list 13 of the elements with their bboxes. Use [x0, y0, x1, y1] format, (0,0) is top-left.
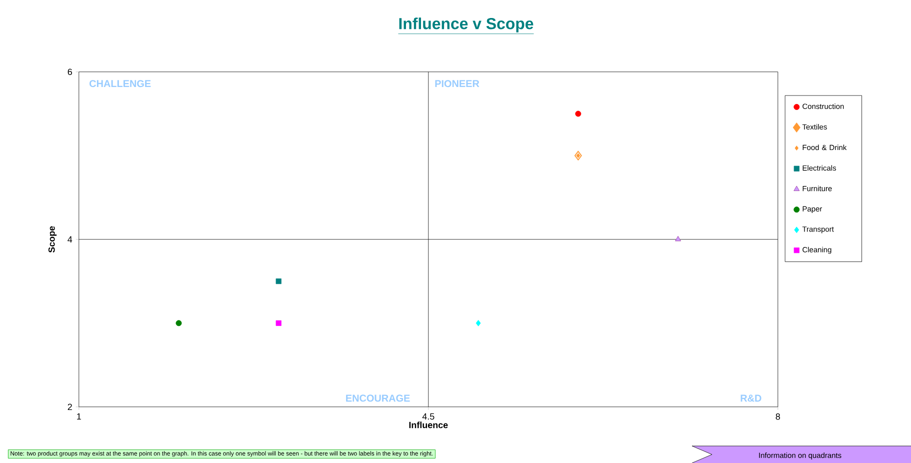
- annotation: CHALLENGE: [90, 80, 151, 88]
- annotation: ENCOURAGE: [346, 394, 410, 402]
- annotation: R&D: [740, 394, 762, 402]
- x-axis-title: Influence: [409, 422, 448, 428]
- y-tick-label: 2: [68, 404, 72, 410]
- x-tick-label: 1: [77, 413, 81, 420]
- y-tick-label: 6: [68, 68, 72, 76]
- y-tick-label: 4: [68, 236, 72, 242]
- annotation: PIONEER: [435, 80, 480, 88]
- x-tick-label: 4.5: [422, 413, 434, 420]
- x-tick-label: 8: [776, 413, 780, 420]
- chart-title: Influence v Scope: [399, 18, 534, 32]
- y-axis-title: Scope: [48, 226, 57, 253]
